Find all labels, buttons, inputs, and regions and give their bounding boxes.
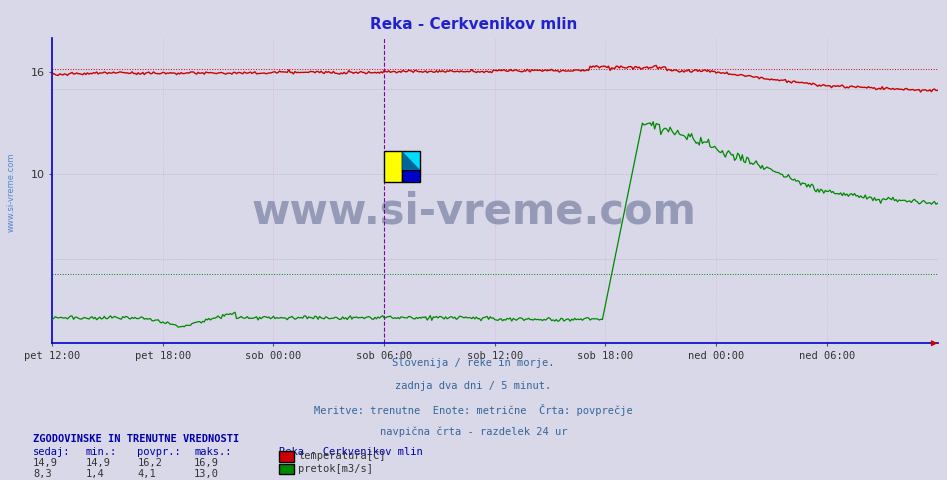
Text: 14,9: 14,9 bbox=[85, 458, 110, 468]
Text: 13,0: 13,0 bbox=[194, 469, 219, 480]
Text: 1,4: 1,4 bbox=[85, 469, 104, 480]
Text: maks.:: maks.: bbox=[194, 447, 232, 457]
Text: Reka - Cerkvenikov mlin: Reka - Cerkvenikov mlin bbox=[370, 17, 577, 32]
Text: 8,3: 8,3 bbox=[33, 469, 52, 480]
Text: sedaj:: sedaj: bbox=[33, 447, 71, 457]
Text: pretok[m3/s]: pretok[m3/s] bbox=[298, 464, 373, 474]
Text: ZGODOVINSKE IN TRENUTNE VREDNOSTI: ZGODOVINSKE IN TRENUTNE VREDNOSTI bbox=[33, 434, 240, 444]
Text: Slovenija / reke in morje.: Slovenija / reke in morje. bbox=[392, 358, 555, 368]
Text: 14,9: 14,9 bbox=[33, 458, 58, 468]
Text: Reka - Cerkvenikov mlin: Reka - Cerkvenikov mlin bbox=[279, 447, 423, 457]
Text: www.si-vreme.com: www.si-vreme.com bbox=[7, 152, 16, 232]
Text: 16,2: 16,2 bbox=[137, 458, 162, 468]
Text: navpična črta - razdelek 24 ur: navpična črta - razdelek 24 ur bbox=[380, 427, 567, 437]
Text: min.:: min.: bbox=[85, 447, 116, 457]
Text: www.si-vreme.com: www.si-vreme.com bbox=[251, 190, 696, 232]
Text: povpr.:: povpr.: bbox=[137, 447, 181, 457]
Text: 16,9: 16,9 bbox=[194, 458, 219, 468]
Text: Meritve: trenutne  Enote: metrične  Črta: povprečje: Meritve: trenutne Enote: metrične Črta: … bbox=[314, 404, 633, 416]
Text: temperatura[C]: temperatura[C] bbox=[298, 452, 385, 461]
Text: zadnja dva dni / 5 minut.: zadnja dva dni / 5 minut. bbox=[396, 381, 551, 391]
Text: 4,1: 4,1 bbox=[137, 469, 156, 480]
